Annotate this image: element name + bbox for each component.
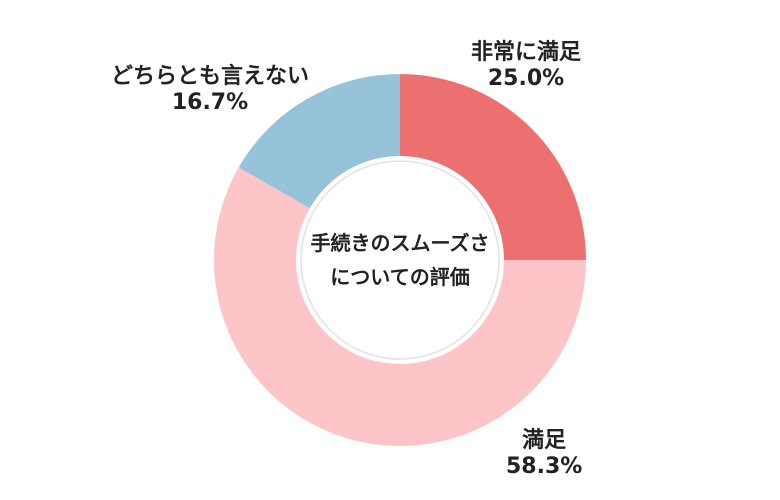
label-very-satisfied-name: 非常に満足 [471, 40, 582, 65]
label-neutral-name: どちらとも言えない [110, 64, 309, 89]
label-neutral: どちらとも言えない 16.7% [92, 64, 328, 116]
label-neutral-value: 16.7% [171, 90, 249, 115]
label-satisfied: 満足 58.3% [506, 428, 582, 480]
label-satisfied-value: 58.3% [506, 454, 583, 479]
label-satisfied-name: 満足 [522, 428, 567, 453]
center-title: 手続きのスムーズさ についての評価 [290, 226, 510, 294]
inner-hole [296, 156, 504, 364]
label-very-satisfied-value: 25.0% [487, 66, 565, 91]
inner-ring [300, 160, 500, 360]
center-title-line-2: についての評価 [330, 265, 470, 289]
center-title-line-1: 手続きのスムーズさ [310, 231, 490, 255]
label-very-satisfied: 非常に満足 25.0% [471, 40, 581, 92]
